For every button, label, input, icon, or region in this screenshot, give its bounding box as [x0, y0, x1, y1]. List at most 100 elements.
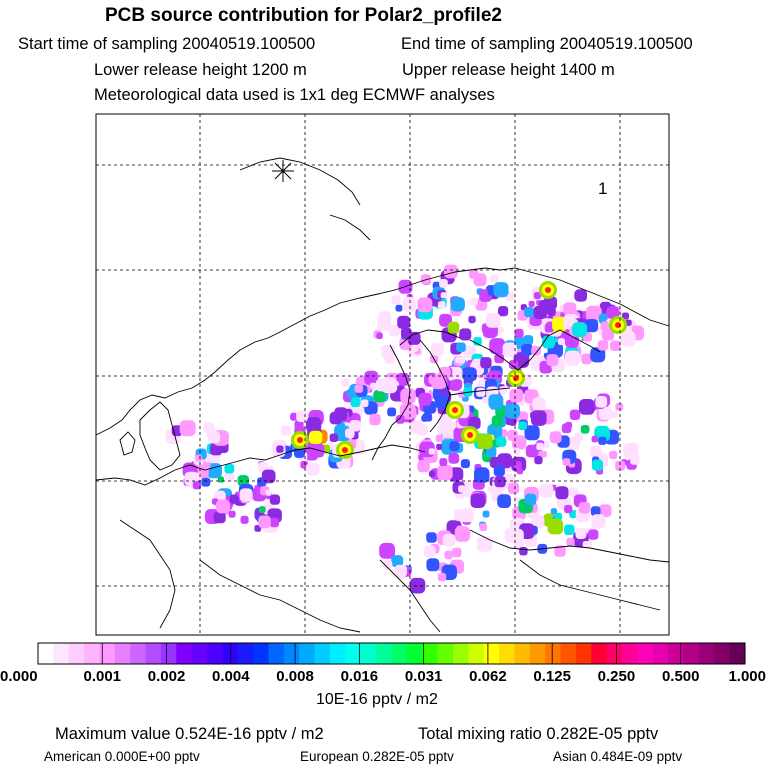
concentration-cell	[224, 463, 235, 474]
concentration-cell	[377, 316, 386, 325]
concentration-cell	[554, 513, 563, 521]
colorbar-swatch	[114, 643, 131, 664]
concentration-cell	[532, 397, 546, 411]
concentration-cell	[460, 459, 470, 469]
colorbar-swatch	[145, 643, 162, 664]
concentration-cell	[451, 547, 462, 558]
colorbar-swatch	[68, 643, 85, 664]
concentration-cell	[566, 537, 575, 546]
concentration-cell	[590, 347, 606, 363]
concentration-cell	[426, 532, 437, 543]
colorbar-swatch	[575, 643, 592, 664]
colorbar-swatch	[591, 643, 608, 664]
concentration-cell	[544, 323, 554, 333]
concentration-cell	[239, 488, 253, 502]
concentration-cell	[536, 442, 544, 451]
concentration-cell	[229, 494, 239, 504]
concentration-cell	[565, 333, 579, 348]
concentration-cell	[261, 469, 276, 484]
concentration-cell	[418, 392, 432, 406]
concentration-cell	[513, 448, 521, 455]
concentration-cell	[555, 486, 569, 500]
asian-contribution: Asian 0.484E-09 pptv	[553, 749, 683, 764]
concentration-cell	[265, 489, 272, 496]
concentration-cell	[595, 396, 608, 408]
concentration-hotspot	[452, 407, 458, 413]
concentration-cell	[486, 446, 497, 457]
concentration-cell	[546, 354, 559, 367]
concentration-cell	[491, 415, 504, 427]
concentration-cell	[494, 353, 505, 364]
concentration-cell	[396, 372, 410, 386]
concentration-cell	[216, 499, 230, 514]
concentration-cell	[237, 475, 249, 487]
concentration-cell	[294, 420, 304, 430]
concentration-cell	[354, 384, 364, 393]
concentration-cell	[470, 297, 478, 306]
concentration-cell	[565, 421, 573, 429]
concentration-cell	[375, 378, 389, 392]
asterisk-icon	[272, 160, 294, 182]
concentration-cell	[387, 407, 397, 417]
colorbar-swatch	[714, 643, 731, 664]
concentration-cell	[409, 577, 426, 594]
concentration-cell	[569, 409, 581, 420]
colorbar-swatch	[468, 643, 485, 664]
concentration-cell	[459, 328, 472, 341]
concentration-cell	[558, 338, 565, 345]
concentration-cell	[290, 412, 299, 421]
colorbar-swatch	[622, 643, 638, 664]
concentration-cell	[497, 494, 511, 508]
concentration-cell	[468, 315, 476, 324]
colorbar-swatch	[422, 643, 439, 664]
concentration-cell	[370, 382, 377, 389]
concentration-cell	[497, 453, 513, 469]
concentration-cell	[531, 346, 541, 356]
graticule	[96, 114, 669, 635]
site-label: 1	[598, 179, 607, 198]
concentration-cell	[620, 331, 636, 347]
concentration-cell	[462, 367, 477, 382]
concentration-cell	[449, 441, 460, 452]
concentration-cell	[597, 340, 609, 351]
colorbar-tick-label: 0.000	[0, 668, 38, 685]
concentration-cell	[489, 457, 501, 468]
colorbar-tick-label: 0.001	[83, 668, 122, 685]
concentration-cell	[397, 315, 411, 329]
concentration-cell	[428, 470, 436, 477]
concentration-cell	[578, 502, 591, 514]
colorbar-swatch	[391, 643, 408, 664]
concentration-cell	[201, 477, 211, 487]
concentration-cell	[456, 342, 466, 352]
lower-release-height: Lower release height 1200 m	[94, 61, 307, 79]
concentration-cell	[509, 388, 524, 403]
colorbar-swatch	[314, 643, 331, 664]
colorbar-tick-label: 0.031	[404, 668, 443, 685]
colorbar-swatch	[452, 643, 469, 664]
colorbar-swatch	[160, 643, 177, 664]
concentration-cell	[276, 445, 284, 453]
concentration-cell	[423, 545, 436, 558]
concentration-cell	[489, 338, 506, 354]
colorbar-swatch	[652, 643, 669, 664]
concentration-cell	[550, 508, 558, 515]
colorbar-tick-label: 1.000	[728, 668, 766, 685]
concentration-cell	[281, 425, 291, 436]
concentration-cell	[329, 433, 339, 442]
concentration-cell	[598, 406, 613, 420]
colorbar-swatch	[330, 643, 346, 664]
concentration-cell	[493, 282, 509, 298]
concentration-cell	[610, 340, 621, 351]
total-mixing-ratio: Total mixing ratio 0.282E-05 pptv	[418, 725, 659, 743]
colorbar-swatch	[53, 643, 70, 664]
concentration-cell	[554, 545, 566, 557]
concentration-cell	[179, 420, 196, 437]
concentration-cell	[383, 560, 393, 570]
concentration-cell	[296, 410, 308, 422]
concentration-cell	[606, 306, 619, 319]
colorbar-swatch	[514, 643, 531, 664]
concentration-cell	[591, 435, 598, 443]
concentration-cell	[547, 307, 556, 316]
concentration-cell	[504, 403, 520, 419]
map-title: PCB source contribution for Polar2_profi…	[105, 5, 502, 26]
